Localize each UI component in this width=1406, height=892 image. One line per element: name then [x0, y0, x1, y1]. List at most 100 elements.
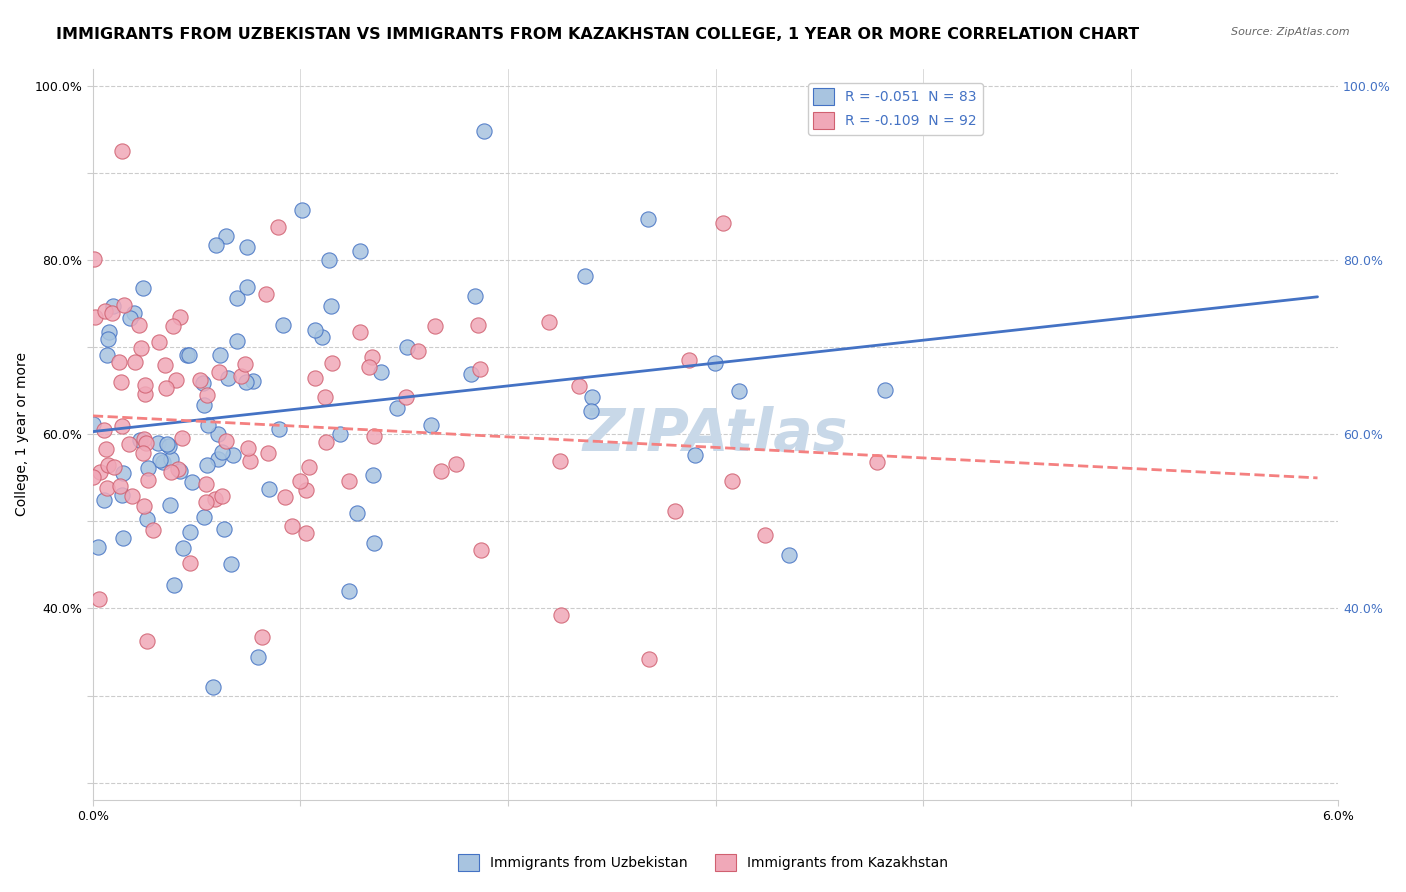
Uzbekistan [156, 437, 179, 451]
Uzbekistan [209, 348, 232, 362]
Kazakhstan [110, 376, 132, 390]
Uzbekistan [311, 330, 333, 344]
Uzbekistan [727, 384, 749, 399]
Kazakhstan [257, 446, 280, 460]
Kazakhstan [132, 499, 155, 513]
Uzbekistan [235, 375, 257, 389]
Uzbekistan [778, 548, 800, 562]
Uzbekistan [363, 536, 385, 550]
Text: Source: ZipAtlas.com: Source: ZipAtlas.com [1232, 27, 1350, 37]
Kazakhstan [349, 325, 371, 339]
Kazakhstan [87, 592, 110, 607]
Uzbekistan [235, 279, 257, 293]
Uzbekistan [82, 417, 104, 432]
Uzbekistan [222, 448, 245, 462]
Kazakhstan [337, 474, 360, 488]
Uzbekistan [211, 445, 233, 459]
Uzbekistan [269, 422, 291, 436]
Uzbekistan [246, 650, 269, 665]
Uzbekistan [226, 291, 249, 305]
Uzbekistan [177, 348, 200, 362]
Uzbekistan [396, 340, 419, 354]
Kazakhstan [446, 457, 468, 471]
Uzbekistan [385, 401, 408, 415]
Uzbekistan [214, 229, 236, 244]
Kazakhstan [281, 518, 304, 533]
Uzbekistan [159, 439, 181, 453]
Uzbekistan [129, 433, 152, 447]
Uzbekistan [176, 348, 198, 362]
Kazakhstan [94, 304, 117, 318]
Kazakhstan [107, 355, 129, 369]
Uzbekistan [329, 427, 352, 442]
Uzbekistan [637, 212, 659, 227]
Kazakhstan [195, 388, 218, 402]
Uzbekistan [138, 461, 160, 475]
Kazakhstan [83, 252, 105, 266]
Uzbekistan [149, 452, 172, 467]
Uzbekistan [581, 390, 603, 404]
Kazakhstan [429, 464, 451, 478]
Legend: Immigrants from Uzbekistan, Immigrants from Kazakhstan: Immigrants from Uzbekistan, Immigrants f… [453, 848, 953, 876]
Kazakhstan [363, 429, 385, 443]
Kazakhstan [166, 462, 188, 476]
Kazakhstan [538, 315, 561, 329]
Uzbekistan [93, 493, 115, 508]
Uzbekistan [97, 333, 120, 347]
Uzbekistan [112, 532, 135, 546]
Kazakhstan [101, 306, 124, 320]
Uzbekistan [201, 680, 224, 694]
Uzbekistan [574, 268, 596, 283]
Uzbekistan [195, 458, 218, 472]
Kazakhstan [89, 465, 111, 479]
Kazakhstan [132, 432, 155, 446]
Kazakhstan [231, 368, 253, 383]
Kazakhstan [239, 454, 262, 468]
Kazakhstan [188, 373, 211, 387]
Kazakhstan [236, 442, 259, 456]
Uzbekistan [193, 509, 215, 524]
Kazakhstan [170, 431, 193, 445]
Uzbekistan [159, 498, 181, 512]
Kazakhstan [169, 310, 191, 325]
Kazakhstan [94, 442, 117, 456]
Kazakhstan [132, 446, 155, 460]
Kazakhstan [83, 310, 105, 325]
Uzbekistan [131, 281, 153, 295]
Kazakhstan [664, 504, 686, 518]
Uzbekistan [101, 299, 124, 313]
Kazakhstan [134, 378, 156, 392]
Kazakhstan [267, 219, 290, 234]
Kazakhstan [136, 473, 159, 487]
Kazakhstan [112, 297, 135, 311]
Kazakhstan [273, 491, 295, 505]
Kazakhstan [110, 479, 132, 493]
Kazakhstan [118, 437, 141, 451]
Uzbekistan [207, 452, 229, 467]
Kazakhstan [359, 360, 381, 375]
Uzbekistan [193, 376, 215, 390]
Kazakhstan [361, 351, 384, 365]
Kazakhstan [406, 343, 429, 358]
Uzbekistan [349, 244, 371, 258]
Text: IMMIGRANTS FROM UZBEKISTAN VS IMMIGRANTS FROM KAZAKHSTAN COLLEGE, 1 YEAR OR MORE: IMMIGRANTS FROM UZBEKISTAN VS IMMIGRANTS… [56, 27, 1139, 42]
Kazakhstan [288, 474, 311, 488]
Kazakhstan [93, 423, 115, 437]
Uzbekistan [318, 252, 340, 267]
Uzbekistan [111, 466, 134, 480]
Uzbekistan [304, 323, 326, 337]
Kazakhstan [208, 365, 231, 379]
Kazakhstan [254, 287, 277, 301]
Kazakhstan [298, 460, 321, 475]
Kazakhstan [136, 634, 159, 648]
Kazakhstan [304, 370, 326, 384]
Kazakhstan [294, 483, 316, 497]
Kazakhstan [96, 481, 118, 495]
Kazakhstan [720, 474, 742, 488]
Kazakhstan [315, 434, 337, 449]
Uzbekistan [179, 525, 201, 540]
Uzbekistan [579, 404, 602, 418]
Kazakhstan [233, 357, 256, 371]
Kazakhstan [159, 465, 181, 479]
Kazakhstan [194, 477, 217, 491]
